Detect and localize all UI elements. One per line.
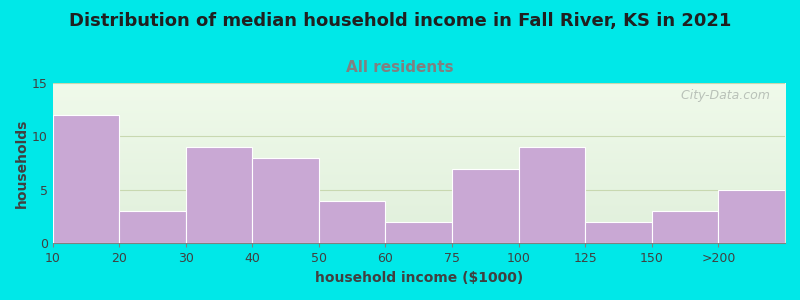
Bar — [718, 190, 785, 243]
Bar — [252, 158, 319, 243]
X-axis label: household income ($1000): household income ($1000) — [314, 271, 523, 285]
Y-axis label: households: households — [15, 118, 29, 208]
Bar — [452, 169, 518, 243]
Bar — [652, 211, 718, 243]
Bar — [586, 222, 652, 243]
Bar — [53, 115, 119, 243]
Bar — [386, 222, 452, 243]
Bar — [518, 147, 586, 243]
Bar — [119, 211, 186, 243]
Bar — [319, 201, 386, 243]
Text: All residents: All residents — [346, 60, 454, 75]
Text: Distribution of median household income in Fall River, KS in 2021: Distribution of median household income … — [69, 12, 731, 30]
Bar — [186, 147, 252, 243]
Text: City-Data.com: City-Data.com — [674, 89, 770, 102]
